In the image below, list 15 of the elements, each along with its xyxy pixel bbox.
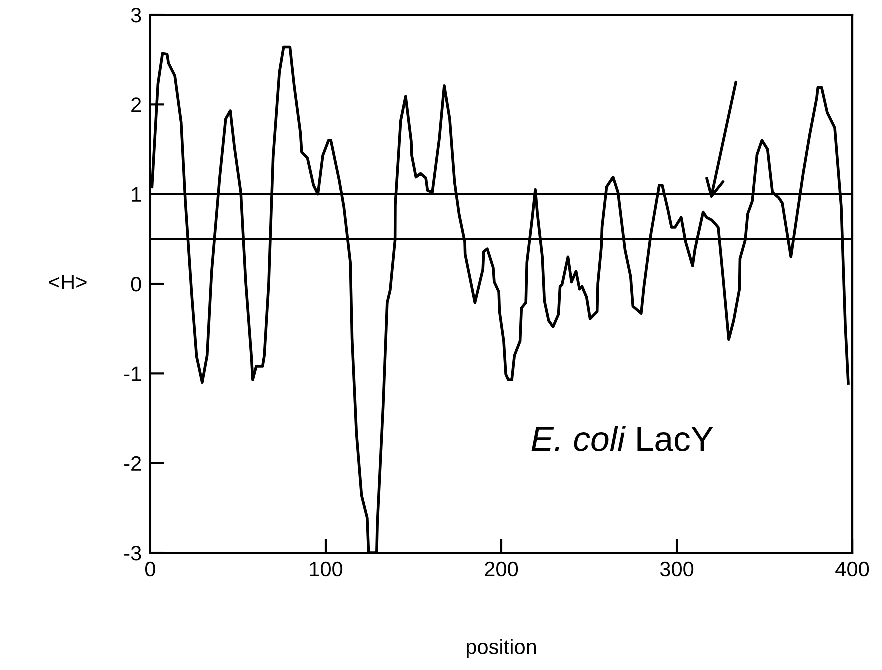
y-tick-label: -3 [124, 546, 142, 561]
y-tick-label: -1 [124, 366, 142, 382]
y-tick-label: 1 [132, 188, 142, 202]
y-axis-title: <H> [49, 275, 87, 290]
y-tick-label: 3 [131, 8, 142, 23]
x-axis-title: position [466, 639, 536, 659]
x-tick-label: 200 [485, 562, 518, 577]
x-tick-label: 300 [660, 562, 694, 577]
x-tick-label: 400 [836, 562, 870, 577]
y-tick-label: 2 [132, 98, 142, 112]
x-tick-label: 0 [145, 562, 156, 577]
x-tick-label: 100 [310, 562, 343, 577]
y-tick-label: -2 [124, 456, 142, 471]
y-tick-label: 0 [131, 277, 142, 292]
annotation: E. coli LacY [532, 426, 714, 452]
